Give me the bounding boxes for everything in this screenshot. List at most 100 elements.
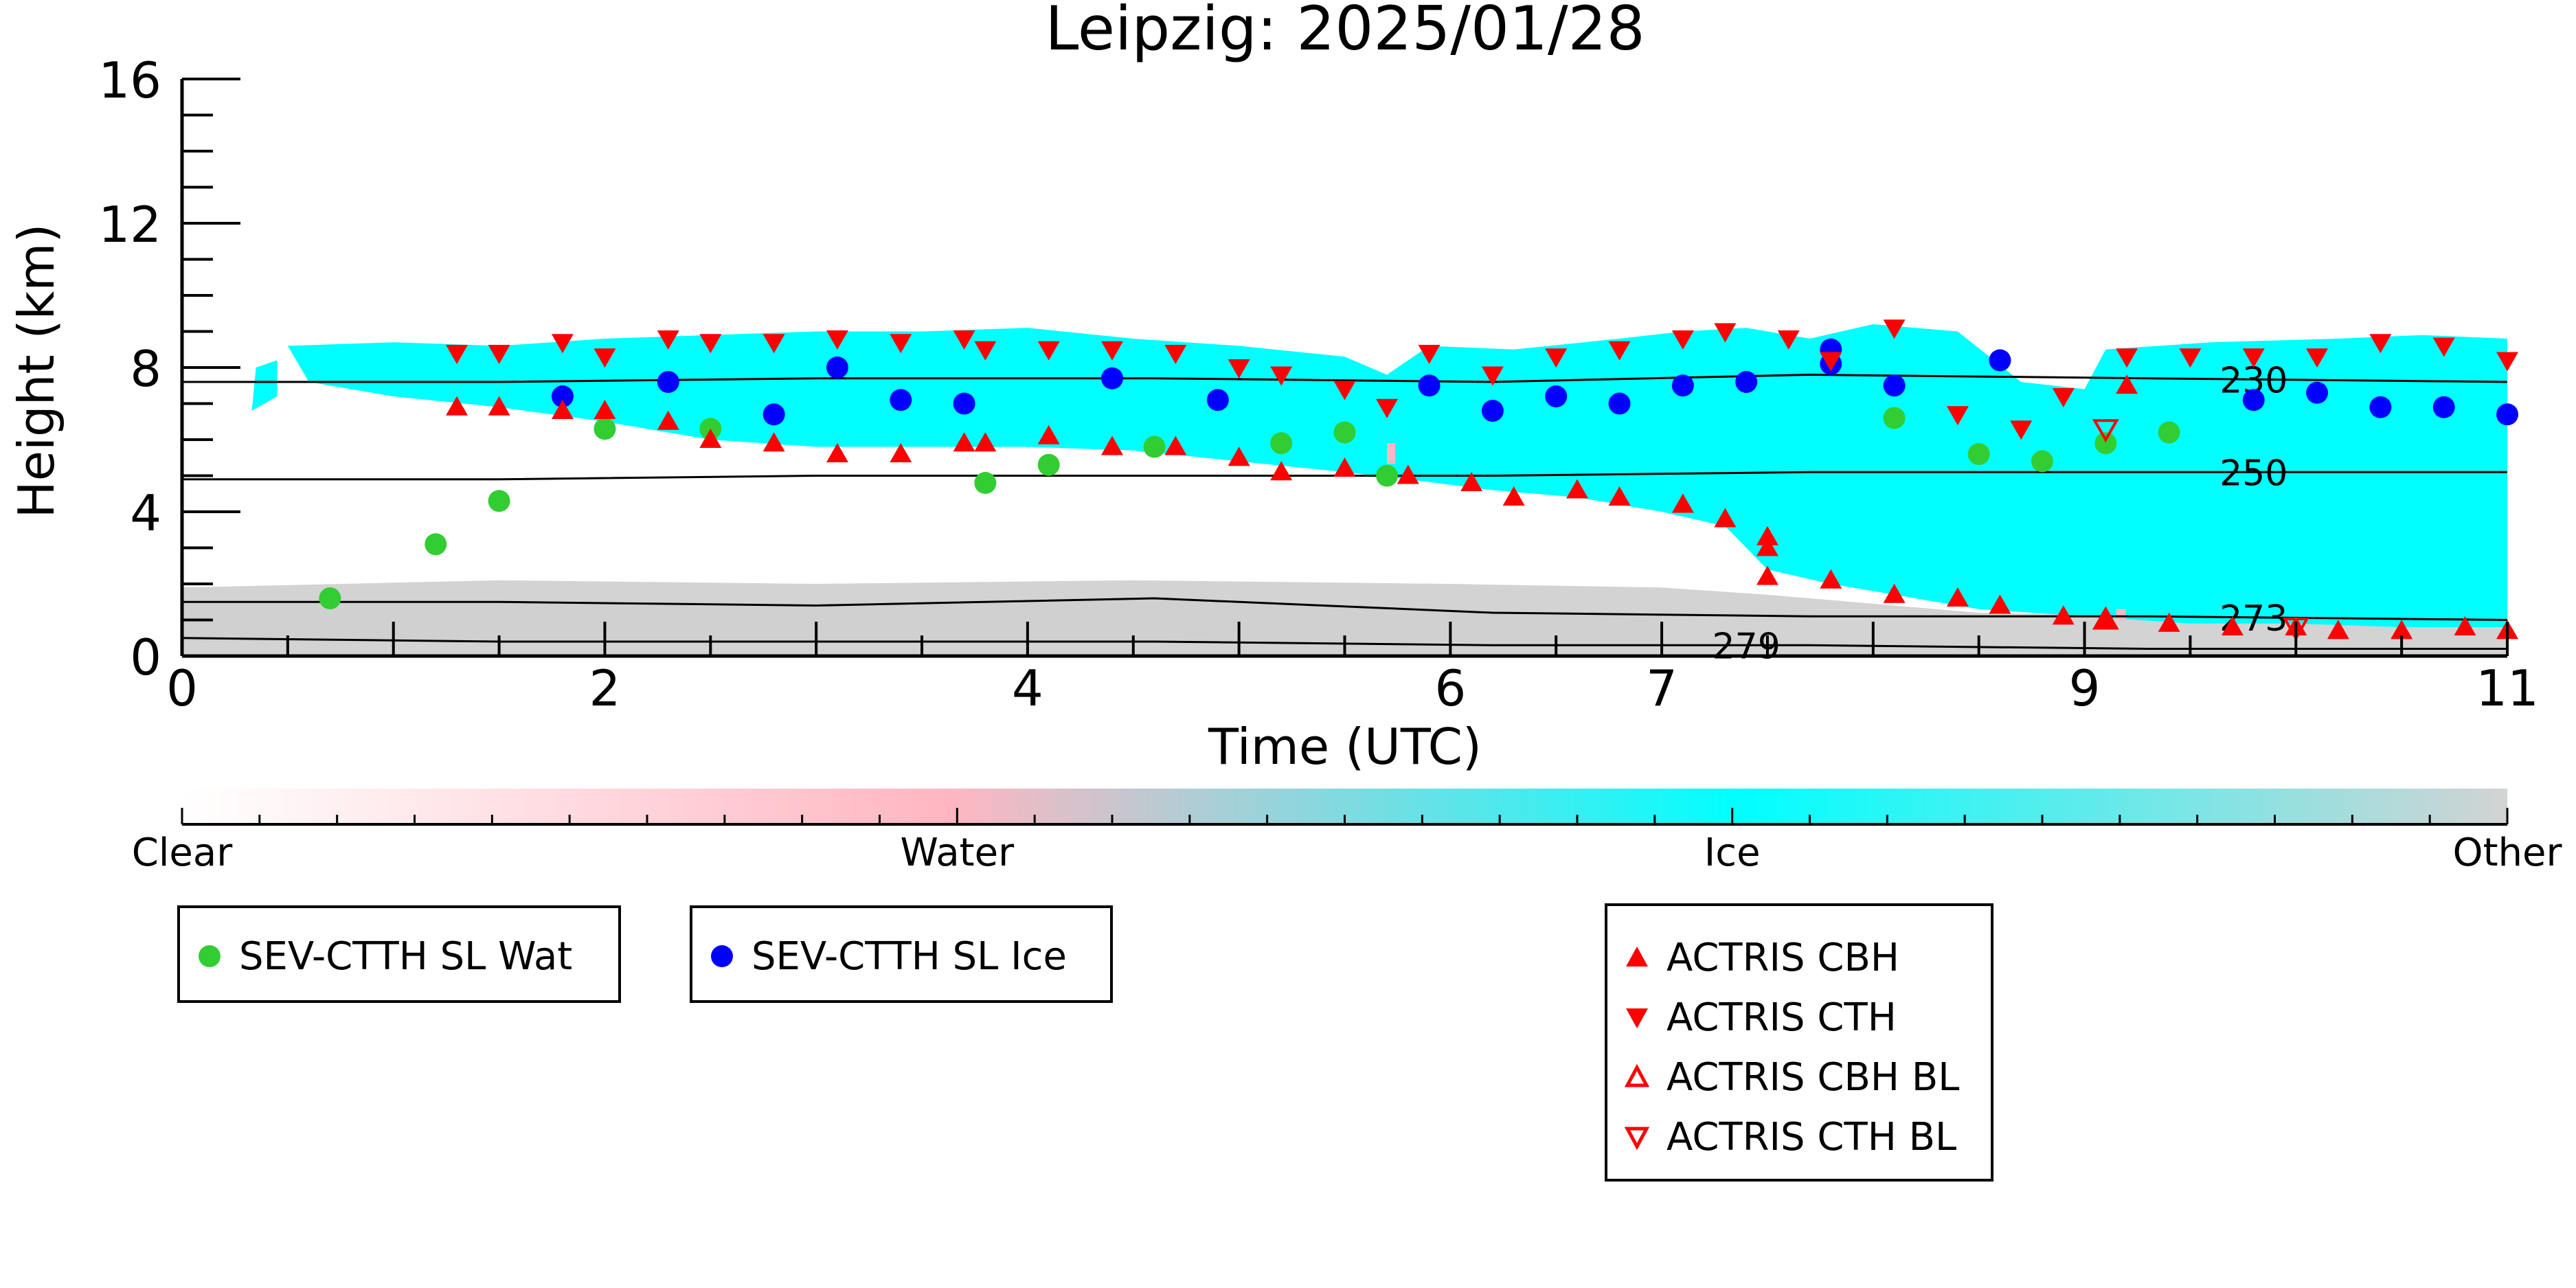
data-point (1883, 374, 1906, 397)
data-point (2242, 348, 2265, 368)
colorbar-label: Clear (132, 831, 233, 875)
data-point (1545, 348, 1568, 368)
x-tick-label: 6 (1434, 659, 1466, 717)
data-point (1714, 323, 1737, 343)
y-tick-label: 16 (98, 52, 161, 109)
data-point (1270, 366, 1293, 386)
data-point (657, 371, 679, 393)
data-point (1608, 486, 1631, 506)
legend-item-actris-cth: ACTRIS CTH (1620, 990, 1897, 1045)
legend-label: ACTRIS CBH (1667, 935, 1900, 980)
data-point (2496, 352, 2518, 372)
x-tick-label: 9 (2069, 659, 2101, 717)
data-point (1608, 392, 1631, 415)
colorbar: Clear Water Ice Other (132, 789, 2562, 875)
legend-label: ACTRIS CTH (1667, 995, 1897, 1040)
legend-label: ACTRIS CBH BL (1667, 1054, 1960, 1100)
data-point (2179, 348, 2202, 368)
data-point (2369, 396, 2392, 418)
data-point (1418, 345, 1440, 364)
data-point (488, 490, 510, 512)
triangle-down-icon (1626, 1008, 1648, 1028)
data-point (1946, 406, 1969, 426)
data-point (1608, 341, 1631, 361)
triangle-down-outline-icon (1624, 1127, 1650, 1151)
legend-item-actris-cth-bl: ACTRIS CTH BL (1620, 1109, 1956, 1164)
data-point (974, 472, 997, 494)
data-point (2052, 605, 2075, 625)
data-point (2092, 419, 2119, 443)
data-point (1481, 366, 1504, 386)
legend-label: SEV-CTTH SL Ice (752, 934, 1067, 979)
data-point (1883, 407, 1906, 429)
data-point (1037, 453, 1060, 476)
x-tick-label: 4 (1012, 659, 1043, 717)
legend-actris: ACTRIS CBH ACTRIS CTH ACTRIS CBH BL ACTR… (1605, 903, 1993, 1182)
data-point (551, 334, 574, 354)
data-point (2306, 381, 2329, 404)
data-point (2092, 606, 2119, 630)
data-point (1037, 425, 1060, 444)
legend-item-sev-wat: SEV-CTTH SL Wat (192, 929, 572, 984)
data-point (2031, 450, 2053, 473)
data-point (2094, 609, 2117, 629)
data-point (1566, 479, 1588, 499)
data-point (1989, 349, 2011, 372)
data-point (1376, 398, 1399, 418)
data-point (1333, 457, 1356, 477)
triangle-up-icon (1626, 947, 1648, 967)
green-circle-icon (199, 945, 221, 967)
chart-title: Leipzig: 2025/01/28 (1045, 0, 1645, 64)
data-point (2242, 389, 2265, 411)
data-point (953, 392, 975, 415)
legend-label: SEV-CTTH SL Wat (239, 934, 573, 979)
data-point (1481, 400, 1504, 422)
isotherm-line (182, 597, 2508, 621)
data-point (1756, 565, 1778, 585)
data-point (2369, 334, 2392, 354)
water-region (2116, 609, 2126, 620)
data-point (425, 533, 447, 556)
isotherm-line (182, 471, 2507, 481)
data-point (699, 334, 722, 354)
data-point (1333, 421, 1356, 444)
data-point (488, 396, 510, 416)
legend-water: SEV-CTTH SL Wat (177, 905, 621, 1003)
x-axis-label: Time (UTC) (1208, 718, 1482, 776)
data-point (446, 396, 468, 416)
data-point (762, 334, 785, 354)
data-point (1735, 371, 1758, 393)
data-point (1946, 587, 1969, 607)
data-point (1820, 569, 1842, 589)
data-point (2327, 620, 2349, 640)
data-point (2496, 403, 2518, 426)
data-point (657, 410, 679, 430)
blue-circle-icon (711, 945, 733, 967)
legend-label: ACTRIS CTH BL (1667, 1114, 1957, 1160)
data-point (1228, 447, 1250, 466)
x-tick-label: 7 (1646, 659, 1677, 717)
colorbar-label: Other (2452, 831, 2562, 875)
data-point (1883, 583, 1906, 603)
legend-item-actris-cbh: ACTRIS CBH (1620, 930, 1899, 985)
data-point (1545, 385, 1568, 407)
y-tick-label: 8 (130, 340, 161, 398)
data-point (488, 345, 510, 364)
legend-item-actris-cbh-bl: ACTRIS CBH BL (1620, 1050, 1959, 1105)
data-point (2116, 374, 2138, 394)
ice-region (251, 360, 278, 411)
data-point (1164, 436, 1187, 455)
axes-layer: 0 4 8 12 16 0 2 4 6 7 9 11 (98, 52, 2538, 717)
data-point (2158, 421, 2180, 444)
data-point (762, 403, 785, 426)
data-point (594, 400, 616, 419)
x-tick-label: 0 (166, 659, 198, 717)
data-point (551, 400, 574, 419)
y-tick-label: 0 (130, 629, 161, 686)
data-point (826, 330, 848, 350)
data-point (1418, 374, 1440, 397)
triangle-up-outline-icon (1624, 1063, 1650, 1087)
data-point (953, 330, 975, 350)
colorbar-label: Water (901, 831, 1015, 875)
